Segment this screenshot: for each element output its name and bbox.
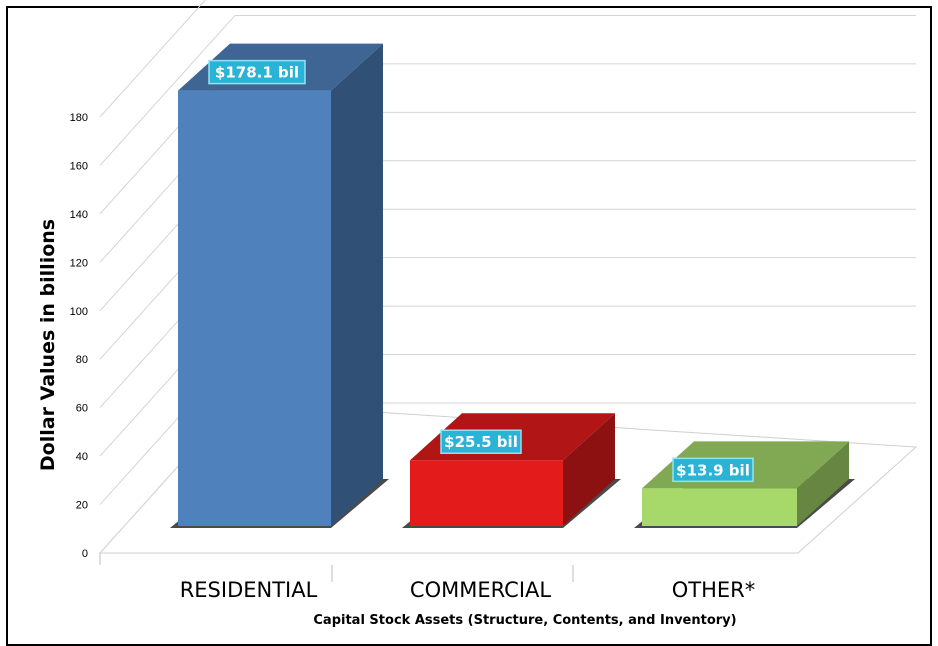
data-label-box <box>208 59 306 85</box>
bar-other <box>634 441 855 528</box>
data-label-text: $178.1 bil <box>215 64 299 82</box>
bar-front <box>178 90 331 526</box>
y-tick-label: 120 <box>70 257 88 269</box>
y-tick-label: 160 <box>70 160 88 172</box>
y-tick-label: 0 <box>82 548 88 560</box>
gridline-diagonal <box>99 0 206 118</box>
bar-side <box>331 43 383 526</box>
y-tick-label: 20 <box>76 500 88 512</box>
y-axis-label: Dollar Values in billions <box>37 219 59 471</box>
bars <box>170 43 855 528</box>
data-label-box <box>440 429 522 454</box>
data-label-text: $25.5 bil <box>444 433 518 451</box>
category-labels: RESIDENTIAL COMMERCIAL OTHER* <box>99 553 756 602</box>
category-label: COMMERCIAL <box>410 578 551 602</box>
data-label: $25.5 bil <box>440 429 522 454</box>
bar-side <box>797 441 849 526</box>
bar-residential <box>170 43 389 528</box>
data-label: $178.1 bil <box>208 59 306 85</box>
y-tick-label: 140 <box>70 209 88 221</box>
y-tick-label: 180 <box>70 112 88 124</box>
y-tick-label: 100 <box>70 306 88 318</box>
bar-chart: 0 20 40 60 80 100 120 140 160 180 $178.1 bil $25.5… <box>37 0 918 628</box>
bar-front <box>410 460 563 526</box>
y-tick-labels: 0 20 40 60 80 100 120 140 160 180 <box>70 112 88 560</box>
data-label-box <box>672 457 754 483</box>
y-tick-label: 60 <box>76 403 88 415</box>
y-tick-label: 80 <box>76 354 88 366</box>
data-labels: $178.1 bil $25.5 bil $13.9 bil <box>208 59 754 483</box>
bar-side <box>563 413 615 526</box>
data-label: $13.9 bil <box>672 457 754 483</box>
gridline-diagonal <box>99 15 236 166</box>
x-axis-label: Capital Stock Assets (Structure, Content… <box>313 613 736 628</box>
category-label: OTHER* <box>672 578 756 602</box>
category-label: RESIDENTIAL <box>180 578 318 602</box>
data-label-text: $13.9 bil <box>676 461 750 479</box>
bar-front <box>642 488 797 526</box>
y-tick-label: 40 <box>76 451 88 463</box>
